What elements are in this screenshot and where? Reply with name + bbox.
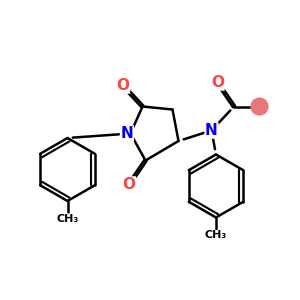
Circle shape <box>251 98 268 115</box>
Text: O: O <box>122 177 136 192</box>
Text: O: O <box>211 75 224 90</box>
Text: O: O <box>116 78 130 93</box>
Text: CH₃: CH₃ <box>205 230 227 241</box>
Text: N: N <box>121 126 133 141</box>
Text: N: N <box>205 123 218 138</box>
Text: CH₃: CH₃ <box>56 214 79 224</box>
